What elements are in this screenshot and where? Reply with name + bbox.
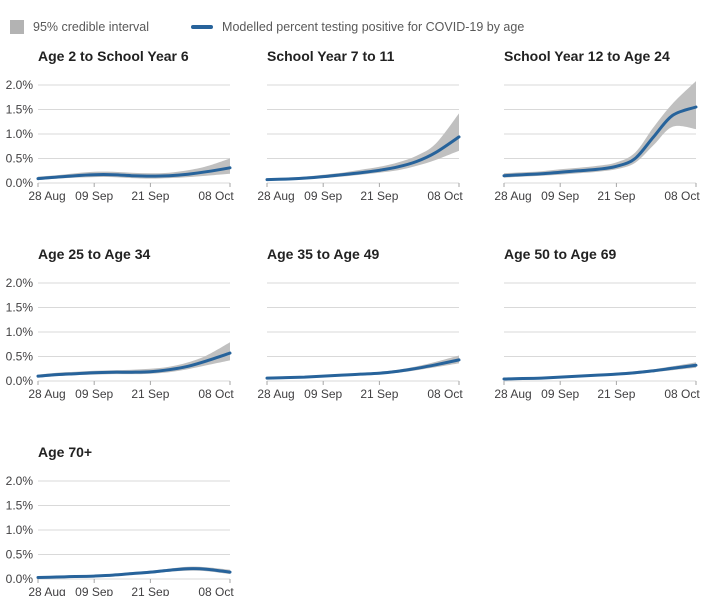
x-tick-label: 08 Oct [427,189,463,203]
modelled-line-swatch-icon [191,24,214,29]
gridlines [38,480,230,580]
gridlines [267,282,459,382]
x-tick-label: 21 Sep [131,387,169,401]
panel-title: School Year 7 to 11 [267,48,395,64]
panel-title: Age 2 to School Year 6 [38,48,189,64]
chart-panel: School Year 12 to Age 24 28 Aug 09 Sep 21 S… [474,40,711,208]
chart-svg: 28 Aug 09 Sep 21 Sep 08 Oct [257,84,463,203]
y-tick-label: 1.0% [6,523,34,537]
y-tick-label: 0.0% [6,374,34,388]
model-line [502,105,698,178]
x-tick-label: 09 Sep [75,387,113,401]
y-tick-label: 0.0% [6,176,34,190]
x-tick-label: 21 Sep [131,189,169,203]
chart-svg: 28 Aug 09 Sep 21 Sep 08 Oct [257,282,463,401]
credible-interval-swatch-icon [10,19,24,34]
gridlines [504,282,696,382]
model-line [265,358,461,380]
y-tick-label: 1.5% [6,301,34,315]
chart-panel: Age 50 to Age 69 28 Aug 09 Sep 21 Sep 08 Oct [474,238,711,406]
chart-svg: 0.0% 0.5% 1.0% 1.5% 2.0% 28 Aug 09 Sep 21 Sep 08… [6,474,235,596]
x-tick-label: 09 Sep [75,189,113,203]
x-tick-label: 08 Oct [198,189,234,203]
x-tick-label: 21 Sep [360,189,398,203]
y-tick-label: 1.0% [6,325,34,339]
x-tick-label: 08 Oct [198,387,234,401]
x-tick-label: 28 Aug [28,585,65,596]
x-tick-label: 21 Sep [597,189,635,203]
x-tick-label: 09 Sep [304,387,342,401]
x-tick-label: 28 Aug [28,387,65,401]
panel-title: Age 35 to Age 49 [267,246,380,262]
x-tick-label: 09 Sep [75,585,113,596]
x-tick-label: 09 Sep [541,189,579,203]
chart-panel: School Year 7 to 11 28 Aug 09 Sep 21 Sep 08 … [237,40,474,208]
x-tick-label: 08 Oct [198,585,234,596]
gridlines [38,282,230,382]
chart-svg: 28 Aug 09 Sep 21 Sep 08 Oct [494,282,700,401]
charts-grid: Age 2 to School Year 6 0.0% 0.5% 1.0% 1.5% 2.… [0,40,711,596]
panel-title: Age 70+ [38,444,93,460]
model-line [36,351,232,378]
legend-item-modelled-line: Modelled percent testing positive for CO… [191,20,524,34]
ci-band-area [504,81,696,178]
y-tick-label: 1.5% [6,499,34,513]
chart-panel: Age 35 to Age 49 28 Aug 09 Sep 21 Sep 08 Oct [237,238,474,406]
x-tick-label: 28 Aug [28,189,65,203]
chart-panel: Age 2 to School Year 6 0.0% 0.5% 1.0% 1.5% 2.… [0,40,237,208]
chart-panel: Age 25 to Age 34 0.0% 0.5% 1.0% 1.5% 2.0% 28 A… [0,238,237,406]
x-tick-label: 21 Sep [597,387,635,401]
chart-legend: 95% credible interval Modelled percent t… [0,0,711,40]
credible-interval-label: 95% credible interval [33,19,150,34]
y-tick-label: 2.0% [6,276,34,290]
y-tick-label: 0.5% [6,350,34,364]
chart-svg: 0.0% 0.5% 1.0% 1.5% 2.0% 28 Aug 09 Sep 21 Sep 08… [6,78,235,203]
y-tick-label: 0.5% [6,152,34,166]
y-tick-label: 2.0% [6,78,34,92]
gridlines [267,84,459,184]
x-tick-label: 28 Aug [257,387,294,401]
x-tick-label: 09 Sep [541,387,579,401]
y-tick-label: 1.0% [6,127,34,141]
panel-title: Age 25 to Age 34 [38,246,151,262]
x-tick-label: 08 Oct [664,387,700,401]
chart-svg: 0.0% 0.5% 1.0% 1.5% 2.0% 28 Aug 09 Sep 21 Sep 08… [6,276,235,401]
x-tick-label: 28 Aug [494,387,531,401]
x-tick-label: 08 Oct [427,387,463,401]
x-tick-label: 28 Aug [494,189,531,203]
gridlines [38,84,230,184]
legend-item-credible-interval: 95% credible interval [10,19,150,34]
x-tick-label: 28 Aug [257,189,294,203]
y-tick-label: 2.0% [6,474,34,488]
model-line [36,166,232,181]
x-tick-label: 09 Sep [304,189,342,203]
gridlines [504,84,696,184]
x-tick-label: 21 Sep [360,387,398,401]
model-line [36,567,232,579]
ci-band-area [267,113,459,181]
y-tick-label: 1.5% [6,103,34,117]
modelled-line-label: Modelled percent testing positive for CO… [222,19,525,34]
panel-title: Age 50 to Age 69 [504,246,617,262]
model-line [502,363,698,381]
y-tick-label: 0.0% [6,572,34,586]
panel-title: School Year 12 to Age 24 [504,48,670,64]
y-tick-label: 0.5% [6,548,34,562]
chart-svg: 28 Aug 09 Sep 21 Sep 08 Oct [494,81,700,203]
x-tick-label: 08 Oct [664,189,700,203]
model-line [265,135,461,182]
x-tick-label: 21 Sep [131,585,169,596]
chart-panel: Age 70+ 0.0% 0.5% 1.0% 1.5% 2.0% 28 Aug 09 Sep 2… [0,436,237,596]
